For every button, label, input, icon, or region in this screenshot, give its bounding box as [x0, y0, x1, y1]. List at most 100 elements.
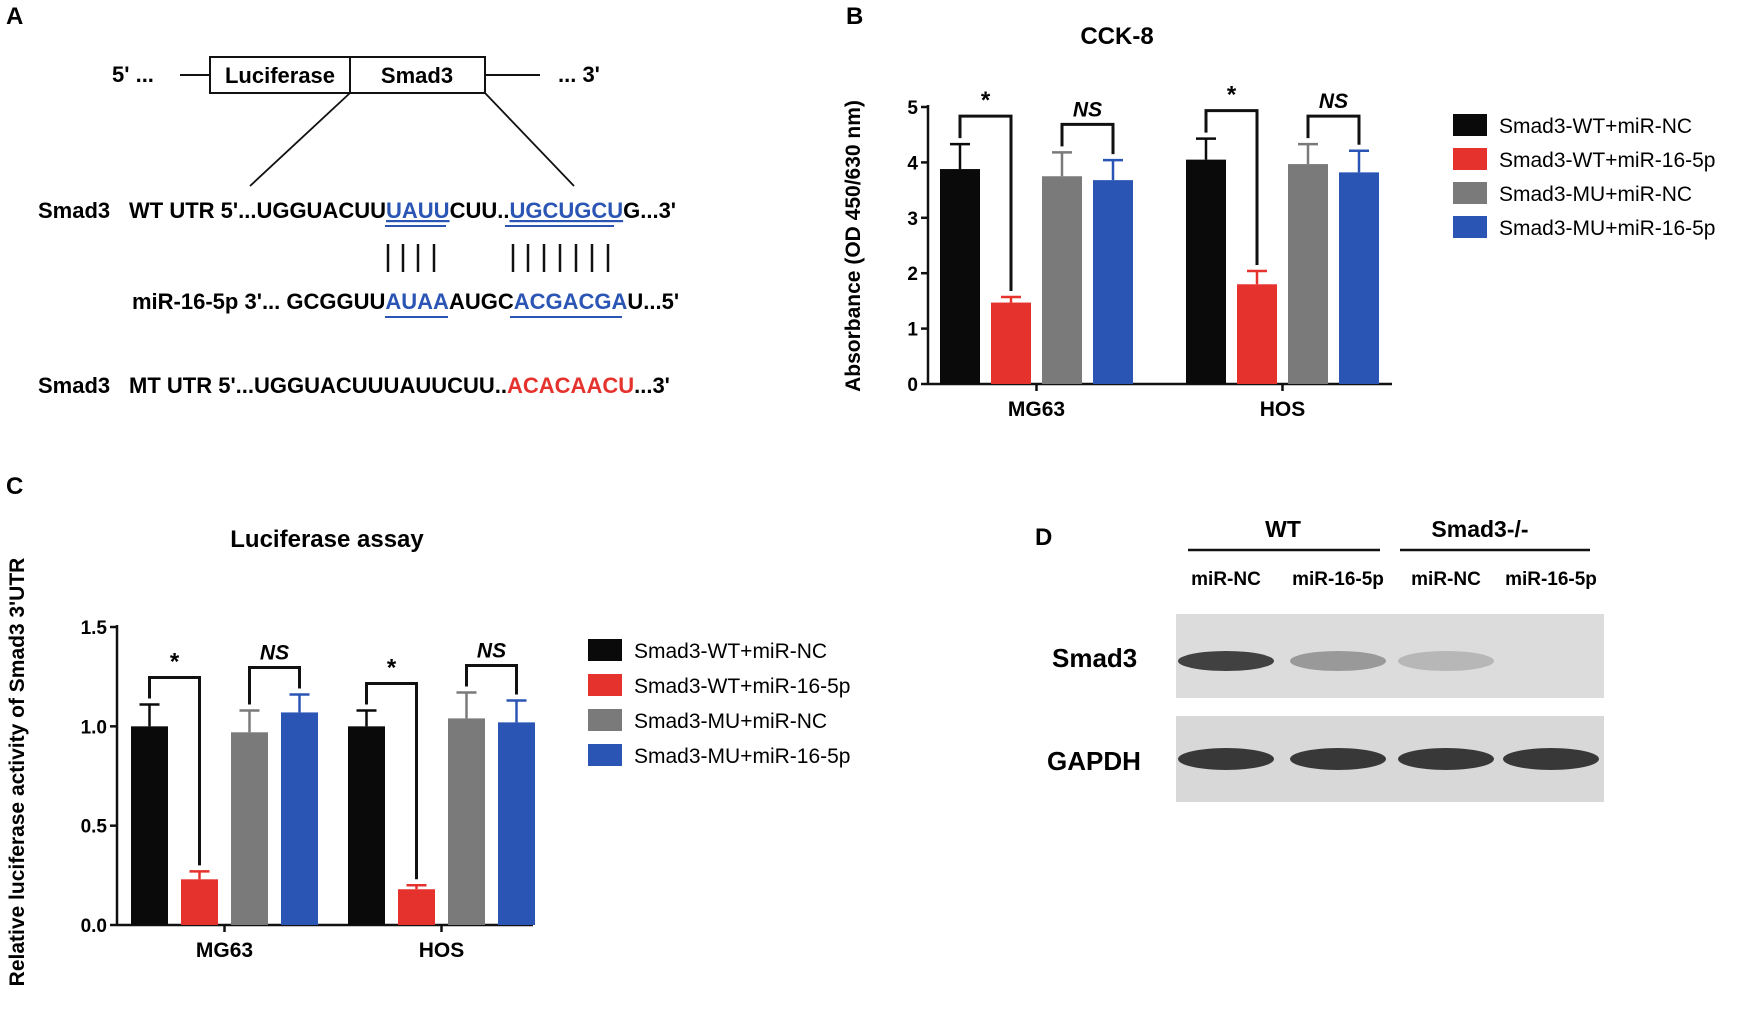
y-tick-label: 1.0: [81, 717, 107, 738]
gapdh-band: [1178, 748, 1274, 770]
x-tick-label: MG63: [1008, 398, 1065, 421]
legend-label: Smad3-MU+miR-16-5p: [634, 745, 850, 768]
base-pair-lines: [386, 244, 610, 272]
smad3-bands: [1178, 651, 1494, 671]
mir-sequence: miR-16-5p 3'... GCGGUUAUAAAUGCACGACGAU..…: [132, 289, 679, 314]
wb-lane-2: miR-16-5p: [1292, 569, 1384, 590]
mt-prefix: MT UTR 5'...UGGUACUUUAUUCUU..: [129, 373, 507, 398]
construct-3prime: ... 3': [558, 62, 600, 87]
y-tick-label: 0.0: [81, 916, 107, 937]
chart-title: Luciferase assay: [230, 526, 424, 553]
y-tick-label: 2: [907, 264, 918, 285]
significance-label: *: [1227, 82, 1237, 109]
smad3-box: [349, 56, 486, 94]
panel-c-letter: C: [6, 473, 23, 500]
significance-label: *: [170, 648, 180, 675]
significance-bracket: [148, 675, 201, 866]
bar: [1237, 284, 1277, 384]
legend-swatch: [588, 674, 622, 696]
significance-bracket: [958, 114, 1013, 292]
mt-gene-label: Smad3: [38, 373, 110, 398]
significance-label: NS: [477, 640, 506, 663]
construct-5prime: 5' ...: [112, 62, 154, 87]
mir-site2: ACGACGA: [514, 289, 628, 314]
wt-suffix: G...3': [623, 198, 676, 223]
y-tick-label: 1: [907, 320, 918, 341]
bar: [498, 722, 535, 925]
mir-suffix: U...5': [627, 289, 679, 314]
wt-site1: UAUU: [386, 198, 450, 223]
y-tick-label: 1.5: [81, 618, 108, 639]
chart-title: CCK-8: [1080, 23, 1153, 50]
mir-mid: AUGC: [449, 289, 514, 314]
y-axis-label: Absorbance (OD 450/630 nm): [842, 100, 865, 392]
wb-lane-4: miR-16-5p: [1505, 569, 1597, 590]
bar: [1288, 164, 1328, 384]
x-tick-label: MG63: [196, 939, 253, 962]
legend-swatch: [588, 744, 622, 766]
mt-mutant-site: ACACAACU: [507, 373, 634, 398]
y-tick-label: 3: [907, 209, 918, 230]
legend-swatch: [1453, 148, 1487, 170]
bar: [181, 879, 218, 925]
bar: [1186, 159, 1226, 384]
wt-prefix: WT UTR 5'...UGGUACUU: [129, 198, 386, 223]
panel-d-letter: D: [1035, 524, 1052, 551]
smad3-band: [1398, 651, 1494, 671]
zoom-line-right: [484, 92, 575, 187]
legend-swatch: [588, 709, 622, 731]
significance-label: *: [387, 654, 397, 681]
legend-label: Smad3-WT+miR-NC: [634, 640, 827, 663]
legend-swatch: [588, 639, 622, 661]
wb-group-ko: Smad3-/-: [1431, 516, 1528, 542]
gapdh-band: [1290, 748, 1386, 770]
significance-bracket: [365, 681, 418, 880]
bar: [1093, 180, 1133, 384]
bar: [398, 889, 435, 925]
legend-label: Smad3-MU+miR-NC: [634, 710, 827, 733]
bar: [448, 718, 485, 925]
cck8-legend: Smad3-WT+miR-NC Smad3-WT+miR-16-5p Smad3-M…: [1453, 114, 1715, 240]
luciferase-chart: Luciferase assay Relative luciferase acti…: [6, 526, 535, 986]
legend-label: Smad3-WT+miR-16-5p: [1499, 149, 1715, 172]
y-axis-label: Relative luciferase activity of Smad3 3'…: [6, 558, 29, 987]
mt-suffix: ...3': [634, 373, 670, 398]
wb-lane-3: miR-NC: [1411, 569, 1481, 590]
bar: [940, 169, 980, 384]
significance-bracket: [1060, 122, 1115, 155]
wt-mid: CUU..: [450, 198, 510, 223]
legend-label: Smad3-MU+miR-16-5p: [1499, 217, 1715, 240]
significance-bracket: [1204, 109, 1259, 265]
significance-bracket: [465, 664, 518, 695]
legend-swatch: [1453, 216, 1487, 238]
gapdh-band: [1503, 748, 1599, 770]
significance-label: NS: [1073, 98, 1102, 121]
significance-bracket: [1306, 114, 1361, 145]
smad3-band: [1290, 651, 1386, 671]
mir-site1: AUAA: [385, 289, 449, 314]
legend-label: Smad3-WT+miR-16-5p: [634, 675, 850, 698]
y-tick-label: 4: [907, 153, 918, 174]
gapdh-bands: [1178, 748, 1599, 770]
significance-bracket: [248, 666, 301, 705]
bar: [348, 726, 385, 925]
luciferase-legend: Smad3-WT+miR-NC Smad3-WT+miR-16-5p Smad3-M…: [588, 639, 850, 768]
y-tick-label: 5: [907, 98, 918, 119]
panel-d: D WT Smad3-/- miR-NC miR-16-5p miR-NC mi…: [1035, 516, 1604, 802]
bar: [231, 732, 268, 925]
cck8-chart: CCK-8 Absorbance (OD 450/630 nm) 0 1 2 3 4 5 MG6…: [842, 23, 1392, 421]
wb-group-wt: WT: [1265, 516, 1301, 542]
bar: [991, 302, 1031, 384]
significance-label: NS: [260, 642, 289, 665]
y-tick-label: 0: [907, 375, 918, 396]
x-tick-label: HOS: [419, 939, 465, 962]
wt-gene-label: Smad3: [38, 198, 110, 223]
mir-prefix: miR-16-5p 3'... GCGGUU: [132, 289, 385, 314]
legend-swatch: [1453, 182, 1487, 204]
significance-label: *: [981, 87, 991, 114]
luciferase-label: Luciferase: [225, 63, 335, 88]
legend-label: Smad3-WT+miR-NC: [1499, 115, 1692, 138]
bar: [1339, 172, 1379, 384]
legend-swatch: [1453, 114, 1487, 136]
bar: [281, 712, 318, 925]
